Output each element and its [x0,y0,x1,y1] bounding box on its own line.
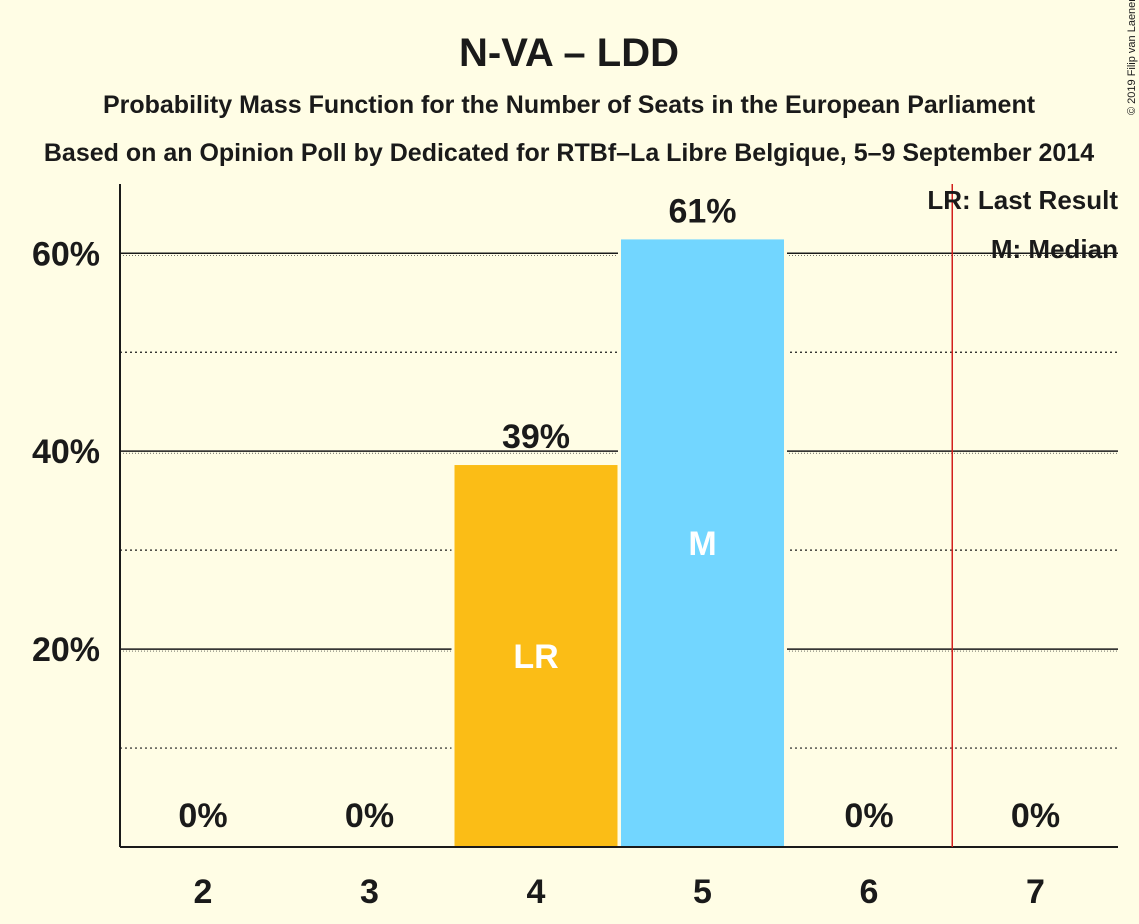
axes: 20% 40% 60% 2 3 4 5 6 7 [32,184,1118,911]
data-label: 0% [844,797,893,835]
x-tick-label: 4 [527,873,546,911]
y-tick-label: 20% [32,631,100,669]
x-tick-label: 6 [860,873,879,911]
x-tick-label: 3 [360,873,379,911]
chart-subtitle: Probability Mass Function for the Number… [103,91,1036,119]
data-label: 0% [345,797,394,835]
chart-title: N-VA – LDD [459,31,679,75]
x-tick-label: 7 [1026,873,1045,911]
data-label: 61% [668,192,736,230]
x-tick-label: 5 [693,873,712,911]
data-label: 0% [1011,797,1060,835]
data-label: 39% [502,418,570,456]
legend-median: M: Median [991,234,1118,264]
data-label: 0% [178,797,227,835]
bars [451,237,787,848]
data-labels: 0% 0% 39% LR 61% M 0% 0% [178,192,1060,835]
x-tick-label: 2 [194,873,213,911]
chart-subtitle-2: Based on an Opinion Poll by Dedicated fo… [44,139,1094,167]
bar-inner-label: LR [513,638,558,676]
bar [454,465,618,847]
y-tick-label: 60% [32,235,100,273]
copyright-note: © 2019 Filip van Laenen [1126,0,1138,115]
bar [621,239,784,848]
legend-last-result: LR: Last Result [927,185,1118,215]
y-tick-label: 40% [32,433,100,471]
bar-inner-label: M [688,525,716,563]
